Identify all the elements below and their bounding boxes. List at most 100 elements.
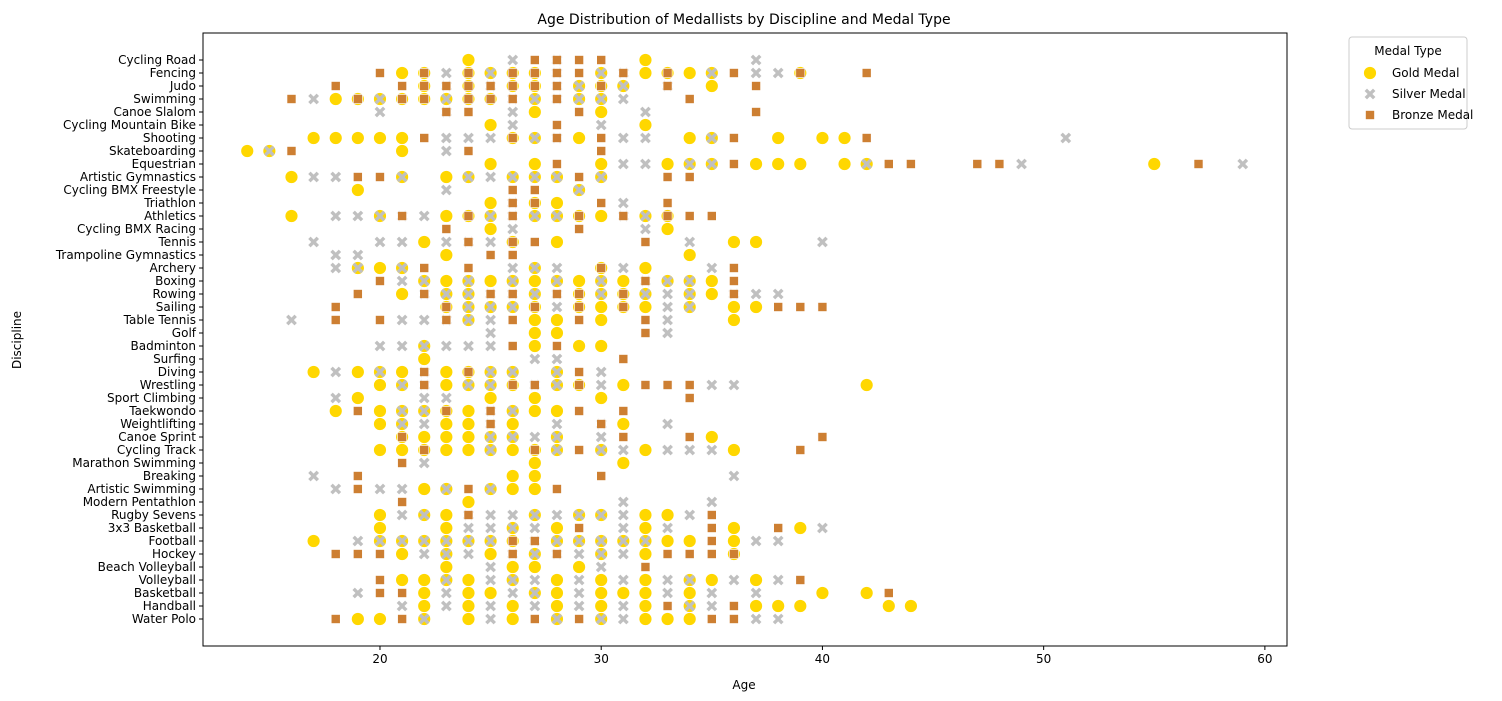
bronze-medal-point	[507, 380, 518, 390]
bronze-medal-point	[530, 198, 540, 208]
y-tick-label: Golf	[172, 326, 197, 340]
y-tick-label: Tennis	[158, 235, 196, 249]
legend-silver-medal-marker	[1364, 88, 1376, 100]
silver-medal-point	[507, 366, 519, 378]
bronze-medal-point	[485, 406, 496, 416]
silver-medal-point	[529, 587, 541, 599]
gold-medal-point	[350, 612, 365, 626]
silver-medal-point	[1016, 158, 1027, 170]
bronze-medal-point	[707, 536, 717, 546]
silver-medal-point	[263, 145, 275, 157]
gold-medal-point	[638, 508, 653, 522]
bronze-medal-point	[441, 406, 452, 416]
bronze-medal-point	[530, 445, 540, 455]
gold-medal-point	[373, 521, 387, 535]
gold-medal-point	[395, 547, 410, 561]
y-tick-label: Cycling Track	[117, 443, 196, 457]
bronze-medal-point	[419, 81, 430, 91]
y-tick-label: Cycling BMX Freestyle	[63, 183, 196, 197]
gold-medal-point	[859, 586, 874, 600]
silver-medal-point	[507, 574, 519, 586]
legend-gold-medal-label: Gold Medal	[1392, 66, 1459, 80]
y-axis-title: Discipline	[10, 311, 24, 369]
gold-medal-point	[417, 352, 432, 366]
silver-medal-point	[640, 132, 651, 144]
silver-medal-point	[573, 574, 585, 586]
gold-medal-point	[550, 313, 564, 327]
gold-medal-point	[682, 612, 697, 626]
bronze-medal-point	[463, 367, 474, 377]
x-tick-label: 60	[1257, 652, 1272, 666]
silver-medal-point	[463, 275, 474, 287]
silver-medal-point	[485, 561, 496, 573]
silver-medal-point	[772, 288, 784, 300]
bronze-medal-point	[397, 497, 407, 507]
bronze-medal-point	[507, 341, 518, 351]
bronze-medal-point	[618, 289, 629, 299]
bronze-medal-point	[684, 94, 695, 104]
silver-medal-point	[396, 535, 408, 547]
silver-medal-point	[529, 574, 541, 586]
bronze-medal-series	[286, 55, 1204, 624]
bronze-medal-point	[441, 224, 452, 234]
gold-medal-point	[461, 53, 476, 67]
silver-medal-point	[418, 392, 430, 404]
silver-medal-point	[684, 509, 696, 521]
bronze-medal-point	[883, 588, 894, 598]
bronze-medal-point	[729, 68, 739, 78]
silver-medal-point	[507, 522, 519, 534]
silver-medal-point	[440, 93, 452, 105]
bronze-medal-point	[419, 445, 430, 455]
gold-medal-point	[815, 586, 830, 600]
bronze-medal-point	[662, 601, 673, 611]
gold-medal-point	[350, 391, 365, 405]
gold-medal-point	[727, 313, 741, 327]
bronze-medal-point	[795, 445, 806, 455]
bronze-medal-point	[397, 211, 407, 221]
gold-medal-point	[815, 131, 830, 145]
silver-medal-point	[418, 405, 430, 417]
gold-medal-point	[439, 365, 454, 379]
silver-medal-point	[573, 535, 585, 547]
silver-medal-point	[662, 522, 673, 534]
bronze-medal-point	[618, 68, 629, 78]
bronze-medal-point	[375, 575, 385, 585]
gold-medal-point	[793, 521, 808, 535]
gold-medal-point	[550, 521, 564, 535]
silver-medal-point	[507, 509, 519, 521]
bronze-medal-point	[773, 302, 783, 312]
bronze-medal-point	[463, 237, 474, 247]
silver-medal-point	[507, 301, 519, 313]
silver-medal-point	[772, 574, 784, 586]
gold-medal-point	[328, 92, 343, 106]
gold-medal-point	[594, 157, 609, 171]
silver-medal-point	[617, 444, 629, 456]
silver-medal-point	[330, 366, 342, 378]
bronze-medal-point	[574, 211, 584, 221]
bronze-medal-point	[485, 81, 496, 91]
y-tick-label: Hockey	[152, 547, 196, 561]
gold-medal-point	[284, 209, 299, 223]
y-tick-label: Wrestling	[140, 378, 196, 392]
gold-medal-point	[373, 417, 387, 431]
silver-medal-point	[529, 93, 541, 105]
silver-medal-point	[352, 249, 364, 261]
gold-medal-point	[373, 131, 387, 145]
gold-medal-point	[527, 469, 542, 483]
gold-medal-point	[749, 157, 763, 171]
silver-medal-point	[374, 535, 386, 547]
silver-medal-point	[573, 548, 585, 560]
silver-medal-point	[529, 431, 541, 443]
bronze-medal-point	[485, 94, 496, 104]
bronze-medal-point	[795, 302, 806, 312]
gold-medal-point	[859, 378, 874, 392]
silver-medal-point	[330, 262, 342, 274]
silver-medal-point	[684, 301, 696, 313]
gold-medal-point	[527, 560, 542, 574]
bronze-medal-point	[530, 614, 540, 624]
gold-medal-point	[616, 417, 631, 431]
silver-medal-point	[396, 340, 408, 352]
gold-medal-point	[483, 118, 498, 132]
y-tick-label: Surfing	[153, 352, 196, 366]
silver-medal-point	[529, 262, 541, 274]
